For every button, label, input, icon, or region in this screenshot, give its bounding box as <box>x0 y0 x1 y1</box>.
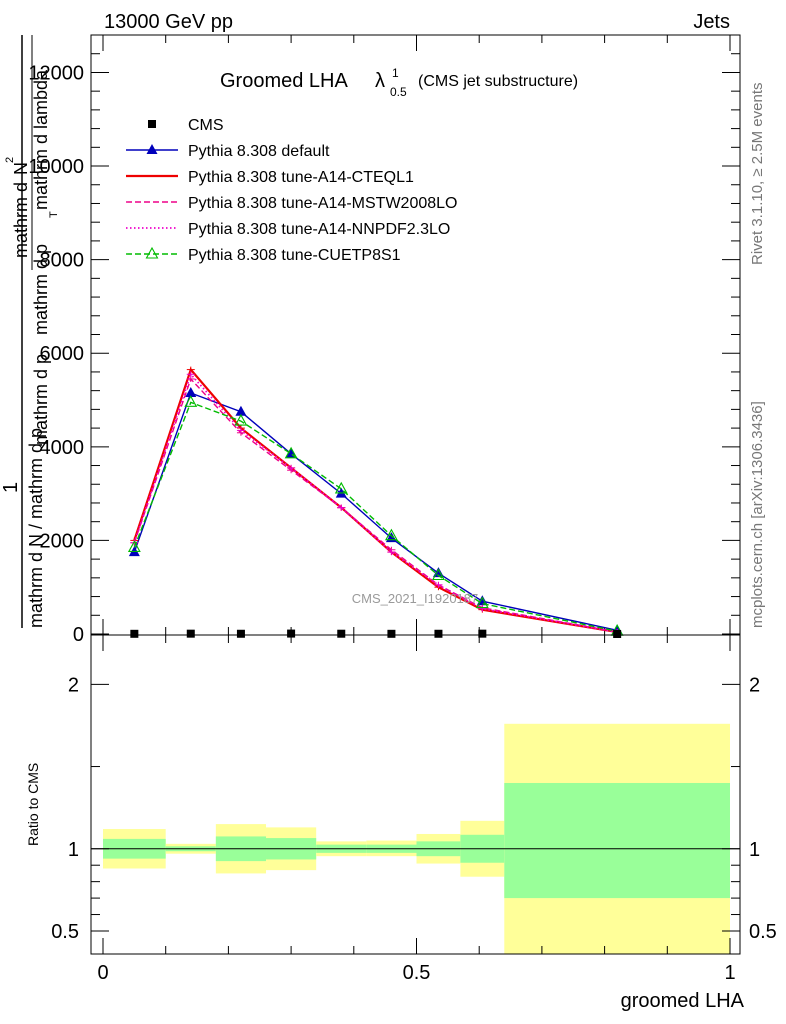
ylabel-denominator-1: mathrm d N / mathrm d p <box>26 428 46 628</box>
data-point-cuetp8s1 <box>284 446 298 459</box>
data-point-cms <box>387 629 396 638</box>
data-point-cuetp8s1 <box>384 528 398 541</box>
header-right: Jets <box>693 11 730 33</box>
legend-marker-default <box>146 144 158 154</box>
legend: CMS Pythia 8.308 default Pythia 8.308 tune… <box>126 117 457 264</box>
ylabel-subscript-t: T <box>48 211 60 218</box>
ratio-xtick-label: 0.5 <box>403 962 431 984</box>
main-ytick-label: 10000 <box>28 156 84 178</box>
data-point-cuetp8s1 <box>475 596 489 609</box>
data-point-default <box>235 405 247 416</box>
legend-label-cteql1: Pythia 8.308 tune-A14-CTEQL1 <box>188 169 414 186</box>
data-point-cms <box>613 630 622 638</box>
main-series-layer <box>127 366 624 638</box>
data-point-cuetp8s1 <box>127 540 141 552</box>
rivet-label: Rivet 3.1.10, ≥ 2.5M events <box>749 83 766 266</box>
legend-label-default: Pythia 8.308 default <box>188 143 330 160</box>
legend-label-mstw: Pythia 8.308 tune-A14-MSTW2008LO <box>188 195 457 212</box>
x-axis-label: groomed LHA <box>621 990 745 1012</box>
data-point-cms <box>236 629 245 638</box>
legend-item-mstw: Pythia 8.308 tune-A14-MSTW2008LO <box>126 195 457 212</box>
y-axis-label: 1 mathrm d N / mathrm d p mathrm d 2 N m… <box>0 35 60 628</box>
ratio-frame <box>90 634 741 955</box>
legend-item-cteql1: Pythia 8.308 tune-A14-CTEQL1 <box>126 169 414 186</box>
ratio-xtick-label: 0 <box>97 962 108 984</box>
legend-item-default: Pythia 8.308 default <box>126 143 330 160</box>
ratio-band-inner <box>504 782 730 899</box>
ratio-ytick-label-right: 0.5 <box>749 921 777 943</box>
series-line-cuetp8s1 <box>133 401 618 632</box>
header-left: 13000 GeV pp <box>104 11 233 33</box>
data-point-cms <box>434 629 443 638</box>
series-cms <box>130 629 622 638</box>
legend-marker-cms <box>148 120 156 128</box>
ylabel-numerator-2: mathrm d <box>11 182 31 258</box>
legend-label-nnpdf: Pythia 8.308 tune-A14-NNPDF2.3LO <box>188 221 450 238</box>
data-point-cms <box>337 629 346 638</box>
ylabel-numerator-2b: N <box>11 162 31 175</box>
data-point-cuetp8s1 <box>184 395 198 407</box>
data-point-cms <box>478 629 487 638</box>
plot-title: Groomed LHA λ 1 0.5 (CMS jet substructur… <box>220 66 578 99</box>
main-ytick-label: 0 <box>73 624 84 646</box>
ratio-ytick-label-left: 2 <box>68 674 79 696</box>
ylabel-numerator-1: 1 <box>0 482 22 493</box>
data-point-cms <box>287 629 296 638</box>
ratio-axis-ticks: 0.5 0.5 1 1 2 2 0 0.5 1 <box>51 635 777 984</box>
data-point-cms <box>186 629 195 638</box>
title-lambda: λ <box>375 70 385 92</box>
main-ytick-label: 4000 <box>40 437 85 459</box>
data-point-cuetp8s1 <box>234 413 248 426</box>
main-panel: 0 2000 4000 6000 8000 10000 12000 Groomed LHA … <box>0 34 741 646</box>
series-line-nnpdf <box>133 372 618 633</box>
ylabel-superscript-2: 2 <box>4 157 16 163</box>
watermark: CMS_2021_I1920187 <box>352 591 479 606</box>
legend-label-cms: CMS <box>188 117 224 134</box>
ratio-ytick-label-left: 1 <box>68 839 79 861</box>
legend-item-cms: CMS <box>148 117 224 134</box>
title-main: Groomed LHA <box>220 70 348 92</box>
ratio-ytick-label-right: 2 <box>749 674 760 696</box>
main-ytick-label: 6000 <box>40 343 85 365</box>
data-point-cms <box>130 629 139 638</box>
data-point-default <box>185 386 197 397</box>
legend-marker-cuetp8s1 <box>145 246 159 259</box>
legend-item-cuetp8s1: Pythia 8.308 tune-CUETP8S1 <box>126 246 401 264</box>
main-ytick-label: 2000 <box>40 530 85 552</box>
data-point-cuetp8s1 <box>432 568 445 581</box>
title-subscript: 0.5 <box>390 85 407 99</box>
ratio-xtick-label: 1 <box>724 962 735 984</box>
ylabel-denominator-2: mathrm d p <box>31 354 51 445</box>
ylabel-denominator-2c: mathrm d lambda <box>31 69 51 210</box>
main-axis-ticks: 0 2000 4000 6000 8000 10000 12000 <box>28 34 740 646</box>
ratio-ytick-label-left: 0.5 <box>51 921 79 943</box>
main-ytick-label: 8000 <box>40 250 85 272</box>
ylabel-denominator-2b: mathrm d p <box>31 244 51 335</box>
ratio-panel: 0.5 0.5 1 1 2 2 0 0.5 1 Ratio to CMS groomed LHA <box>25 634 777 1012</box>
data-point-cuetp8s1 <box>334 481 348 494</box>
title-note: (CMS jet substructure) <box>418 73 578 90</box>
ratio-ylabel: Ratio to CMS <box>25 763 41 846</box>
ratio-ytick-label-right: 1 <box>749 839 760 861</box>
legend-label-cuetp8s1: Pythia 8.308 tune-CUETP8S1 <box>188 247 401 264</box>
mcplots-label: mcplots.cern.ch [arXiv:1306.3436] <box>749 401 766 628</box>
main-ytick-label: 12000 <box>28 62 84 84</box>
title-superscript: 1 <box>392 66 399 80</box>
legend-item-nnpdf: Pythia 8.308 tune-A14-NNPDF2.3LO <box>126 221 450 238</box>
ratio-bands <box>103 723 730 954</box>
